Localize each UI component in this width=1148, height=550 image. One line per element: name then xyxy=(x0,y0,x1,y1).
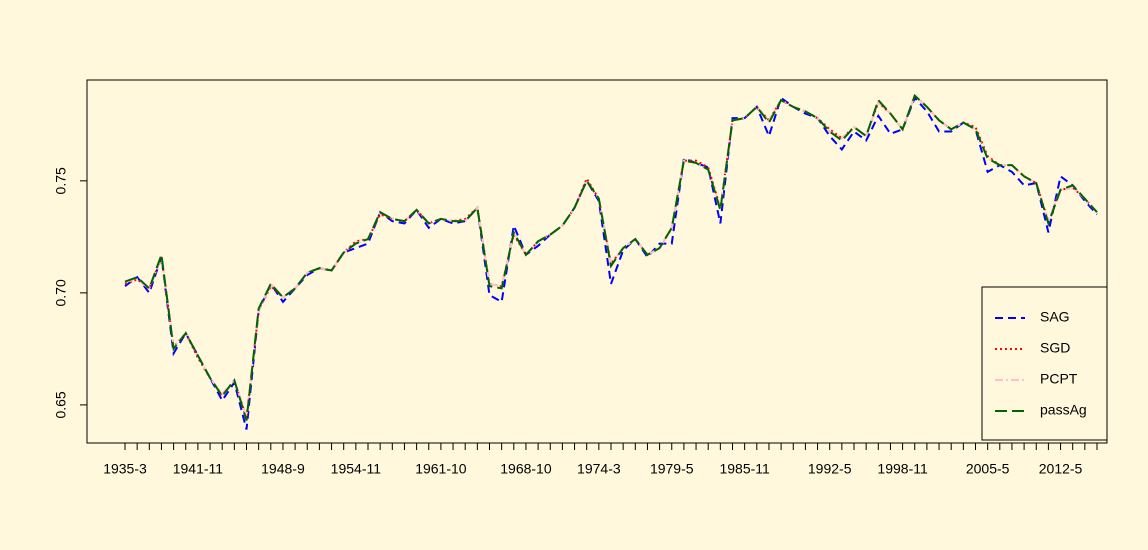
series-line xyxy=(124,93,1098,417)
y-tick-label: 0.70 xyxy=(53,279,69,306)
x-tick-label: 1948-9 xyxy=(261,461,305,477)
legend-box xyxy=(981,286,1108,441)
x-tick-label: 1992-5 xyxy=(808,461,852,477)
x-tick-label: 1985-11 xyxy=(719,461,770,477)
x-tick-label: 1998-11 xyxy=(877,461,928,477)
legend-label: SAG xyxy=(1040,309,1070,325)
y-tick-label: 0.65 xyxy=(53,391,69,418)
plot-frame xyxy=(86,79,1108,444)
x-tick-label: 2005-5 xyxy=(966,461,1010,477)
legend-label: PCPT xyxy=(1040,371,1078,387)
series-line xyxy=(124,93,1098,419)
series-line xyxy=(124,96,1098,430)
y-tick-label: 0.75 xyxy=(53,167,69,194)
legend-label: passAg xyxy=(1040,402,1087,418)
x-tick-label: 1935-3 xyxy=(103,461,147,477)
series-line xyxy=(124,93,1098,421)
x-tick-label: 1968-10 xyxy=(500,461,552,477)
legend-label: SGD xyxy=(1040,340,1070,356)
x-tick-label: 1954-11 xyxy=(331,461,382,477)
x-tick-label: 1961-10 xyxy=(415,461,467,477)
x-tick-label: 1941-11 xyxy=(173,461,224,477)
x-tick-label: 1974-3 xyxy=(577,461,621,477)
x-tick-label: 1979-5 xyxy=(650,461,694,477)
x-tick-label: 2012-5 xyxy=(1039,461,1083,477)
